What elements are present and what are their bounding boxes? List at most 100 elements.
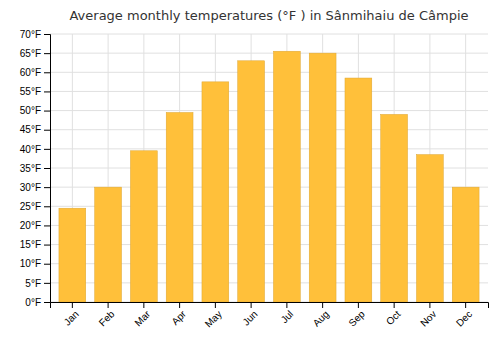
tick-label: Jun xyxy=(240,308,259,327)
tick-label: Nov xyxy=(418,308,438,328)
bar xyxy=(345,78,372,302)
tick: 50°F xyxy=(20,105,50,116)
tick-label: 30°F xyxy=(20,182,41,193)
tick-label: 20°F xyxy=(20,220,41,231)
chart: Average monthly temperatures (°F ) in Sâ… xyxy=(0,0,500,350)
bar xyxy=(59,208,86,302)
tick-label: 5°F xyxy=(25,278,41,289)
tick-label: 55°F xyxy=(20,86,41,97)
tick: 35°F xyxy=(20,163,50,174)
tick-label: 40°F xyxy=(20,144,41,155)
tick-label: Jan xyxy=(62,308,81,327)
tick-label: Sep xyxy=(347,308,368,329)
bar xyxy=(273,51,300,302)
tick-mark xyxy=(465,302,466,308)
tick-mark xyxy=(286,302,287,308)
axis-line xyxy=(44,35,51,303)
axis-line xyxy=(51,303,489,309)
bar xyxy=(130,151,157,302)
tick-label: Jul xyxy=(279,308,296,325)
tick: Apr xyxy=(169,302,188,327)
tick: 60°F xyxy=(20,67,50,78)
tick-mark xyxy=(44,264,50,265)
tick: 30°F xyxy=(20,182,50,193)
tick: 5°F xyxy=(25,278,50,289)
tick-label: Dec xyxy=(454,308,474,328)
tick: 65°F xyxy=(20,48,50,59)
tick-label: Oct xyxy=(384,308,403,327)
tick-mark xyxy=(44,111,50,112)
tick-mark xyxy=(72,302,73,308)
tick-mark xyxy=(179,302,180,308)
tick-mark xyxy=(44,91,50,92)
tick: 25°F xyxy=(20,201,50,212)
tick-label: 50°F xyxy=(20,105,41,116)
tick: Sep xyxy=(347,302,368,329)
tick-label: 65°F xyxy=(20,48,41,59)
tick: Oct xyxy=(384,302,403,327)
tick: Jan xyxy=(62,302,81,328)
tick: Jul xyxy=(279,302,296,325)
tick-mark xyxy=(44,149,50,150)
tick-label: 15°F xyxy=(20,239,41,250)
tick-mark xyxy=(44,245,50,246)
tick-mark xyxy=(44,302,50,303)
tick-mark xyxy=(143,302,144,308)
tick-label: 70°F xyxy=(20,29,41,40)
tick: 70°F xyxy=(20,29,50,40)
x-axis: Jan Feb Mar Apr May Jun Jul Aug Sep Oct Nov Dec xyxy=(51,302,489,330)
bar xyxy=(381,114,408,302)
tick-mark xyxy=(44,187,50,188)
tick: Nov xyxy=(418,302,438,329)
tick-mark xyxy=(215,302,216,308)
tick-label: 25°F xyxy=(20,201,41,212)
tick-mark xyxy=(44,206,50,207)
bar xyxy=(309,53,336,302)
tick-label: 35°F xyxy=(20,163,41,174)
tick-label: 45°F xyxy=(20,124,41,135)
tick-mark xyxy=(394,302,395,308)
title: Average monthly temperatures (°F ) in Sâ… xyxy=(69,8,468,23)
bar xyxy=(95,187,122,302)
bar xyxy=(202,82,229,302)
tick: 0°F xyxy=(25,297,50,308)
tick-mark xyxy=(44,72,50,73)
tick-label: 60°F xyxy=(20,67,41,78)
plot: 0°F 5°F 10°F 15°F 20°F 25°F 30°F 35°F 40°F 45°F 50… xyxy=(20,29,489,330)
tick-mark xyxy=(44,34,50,35)
tick: Jun xyxy=(240,302,259,328)
grid-line xyxy=(50,91,488,92)
grid-line xyxy=(50,129,488,130)
grid xyxy=(50,34,488,302)
tick-mark xyxy=(429,302,430,308)
tick-mark xyxy=(322,302,323,308)
tick-mark xyxy=(44,225,50,226)
tick: 40°F xyxy=(20,144,50,155)
tick: May xyxy=(203,302,224,330)
bar xyxy=(238,61,265,302)
bar xyxy=(452,187,479,302)
tick-label: Feb xyxy=(97,308,117,328)
tick: 20°F xyxy=(20,220,50,231)
tick-mark xyxy=(44,130,50,131)
tick-label: Apr xyxy=(169,308,188,327)
bar xyxy=(416,155,443,302)
tick-mark xyxy=(358,302,359,308)
tick-label: 10°F xyxy=(20,258,41,269)
tick: Feb xyxy=(97,302,117,328)
tick: 15°F xyxy=(20,239,50,250)
tick: Aug xyxy=(311,302,331,329)
tick-mark xyxy=(251,302,252,308)
bars xyxy=(59,51,479,302)
tick-label: Mar xyxy=(132,308,152,328)
tick-mark xyxy=(44,283,50,284)
tick-mark xyxy=(44,168,50,169)
bar xyxy=(166,112,193,302)
tick: 10°F xyxy=(20,258,50,269)
tick-mark xyxy=(108,302,109,308)
tick: Dec xyxy=(454,302,474,329)
tick-label: 0°F xyxy=(25,297,41,308)
grid-line xyxy=(50,53,488,54)
grid-line xyxy=(50,148,488,149)
tick: 55°F xyxy=(20,86,50,97)
